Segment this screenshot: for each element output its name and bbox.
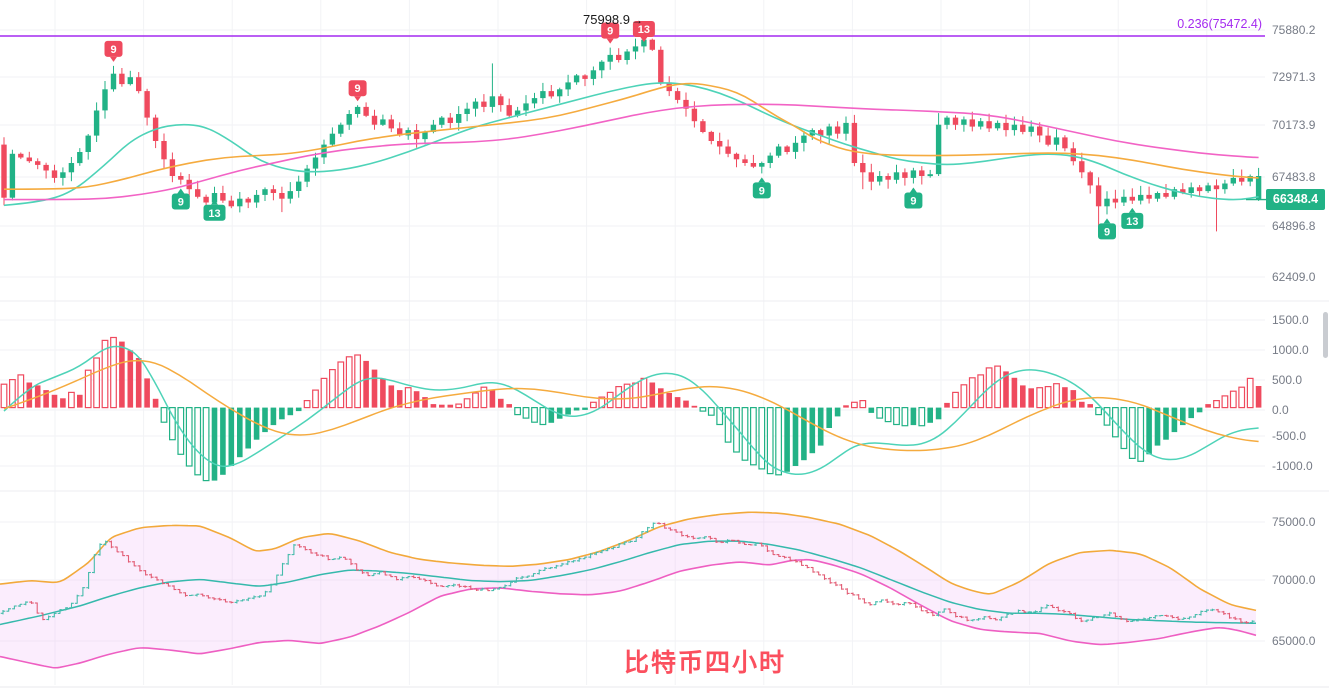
svg-text:9: 9: [355, 83, 361, 95]
price-axis-labels: 75880.2 72971.3 70173.9 67483.8 64896.8 62409…: [1272, 23, 1316, 648]
y-axis-label: 72971.3: [1272, 70, 1316, 84]
y-axis-label: 75000.0: [1272, 515, 1316, 529]
y-axis-label: -1000.0: [1272, 459, 1313, 473]
y-axis-label: 64896.8: [1272, 219, 1316, 233]
y-axis-label: 67483.8: [1272, 170, 1316, 184]
y-axis-label: -500.0: [1272, 429, 1306, 443]
y-axis-label: 500.0: [1272, 373, 1302, 387]
y-axis-label: 65000.0: [1272, 634, 1316, 648]
bollinger-ohlc-bars: [0, 522, 1255, 624]
td-sequential-badge-13: 13: [203, 199, 226, 221]
bollinger-band-series: [0, 511, 1257, 669]
td-sequential-badge-9: 9: [752, 177, 771, 199]
chart-watermark-title: 比特币四小时: [623, 649, 786, 677]
macd-lines: [3, 345, 1259, 476]
svg-text:9: 9: [607, 26, 613, 38]
y-axis-label: 75880.2: [1272, 23, 1316, 37]
moving-average-lines: [3, 82, 1259, 207]
y-axis-label: 0.0: [1272, 403, 1289, 417]
ma-slow-pink: [3, 103, 1259, 201]
y-axis-label: 70173.9: [1272, 118, 1316, 132]
svg-text:13: 13: [208, 208, 220, 220]
candlestick-series: [1, 28, 1262, 232]
y-axis-label: 1000.0: [1272, 343, 1309, 357]
td-sequential-badge-13: 13: [632, 21, 655, 42]
high-price-text: 75998.9: [583, 12, 630, 27]
fib-level-label: 0.236(75472.4): [1177, 17, 1262, 31]
macd-histogram: [0, 336, 1262, 482]
td-sequential-badge-9: 9: [904, 187, 923, 209]
ma-fast-teal: [3, 82, 1259, 207]
td-sequential-badge-9: 9: [348, 80, 367, 102]
price-arrow-icon: →: [631, 13, 643, 27]
y-axis-label: 70000.0: [1272, 573, 1316, 587]
last-price-tag: 66348.4: [1266, 189, 1325, 210]
price-axis[interactable]: [1266, 0, 1329, 690]
svg-text:13: 13: [638, 24, 650, 36]
svg-text:9: 9: [110, 44, 116, 56]
td-sequential-badge-13: 13: [1121, 207, 1144, 229]
svg-text:9: 9: [178, 197, 184, 209]
swing-high-price-label: 75998.9→: [583, 12, 643, 27]
td-sequential-badge-9: 9: [601, 22, 620, 44]
ma-mid-orange: [3, 82, 1259, 190]
scrollbar-thumb[interactable]: [1323, 312, 1328, 358]
td-sequential-badge-9: 9: [171, 188, 190, 210]
svg-text:13: 13: [1126, 216, 1138, 228]
svg-text:9: 9: [1104, 226, 1110, 238]
y-axis-label: 1500.0: [1272, 313, 1309, 327]
sequence-markers: 9 9 13 9 9 13 9 9 9 13: [104, 21, 1144, 240]
svg-text:9: 9: [759, 185, 765, 197]
y-axis-label: 62409.0: [1272, 270, 1316, 284]
td-sequential-badge-9: 9: [1098, 218, 1116, 240]
svg-text:9: 9: [910, 196, 916, 208]
td-sequential-badge-9: 9: [104, 40, 123, 62]
